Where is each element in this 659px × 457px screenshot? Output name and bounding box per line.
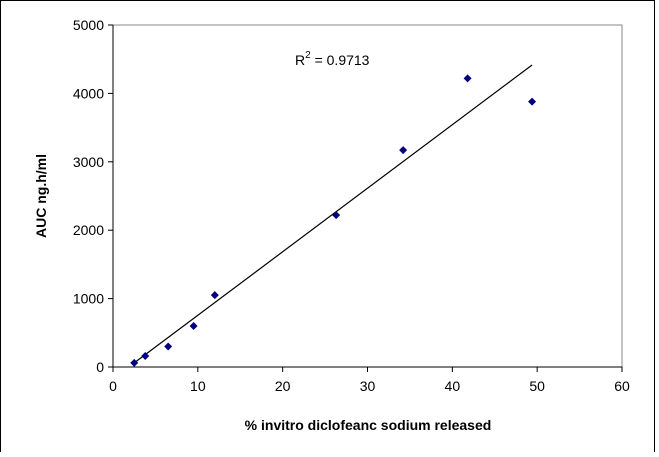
x-axis-label: % invitro diclofeanc sodium released — [245, 417, 492, 433]
data-point — [164, 342, 173, 351]
x-tick-label: 40 — [445, 378, 461, 394]
x-tick-label: 0 — [109, 378, 117, 394]
y-tick-label: 2000 — [73, 222, 104, 238]
annotation-base: R — [295, 52, 305, 68]
data-point — [189, 321, 198, 330]
annotation-rest: = 0.9713 — [311, 52, 370, 68]
y-tick-label: 5000 — [73, 17, 104, 33]
annotation-sup: 2 — [305, 50, 311, 61]
x-tick-label: 10 — [190, 378, 206, 394]
data-point — [130, 358, 139, 367]
data-point — [141, 352, 150, 361]
x-tick-label: 30 — [360, 378, 376, 394]
plot-area — [112, 24, 623, 368]
data-point — [210, 291, 219, 300]
y-tick-label: 4000 — [73, 85, 104, 101]
data-point — [528, 97, 537, 106]
data-point — [399, 146, 408, 155]
y-tick-label: 1000 — [73, 291, 104, 307]
x-tick-label: 20 — [275, 378, 291, 394]
data-point — [463, 74, 472, 83]
x-tick-label: 50 — [529, 378, 545, 394]
annotation: R2 = 0.9713 — [295, 50, 370, 68]
y-axis-label: AUC ng.h/ml — [33, 154, 49, 238]
trendline — [133, 64, 533, 364]
data-point — [332, 211, 341, 220]
x-tick-label: 60 — [614, 378, 630, 394]
y-tick-label: 0 — [96, 359, 104, 375]
y-tick-label: 3000 — [73, 154, 104, 170]
